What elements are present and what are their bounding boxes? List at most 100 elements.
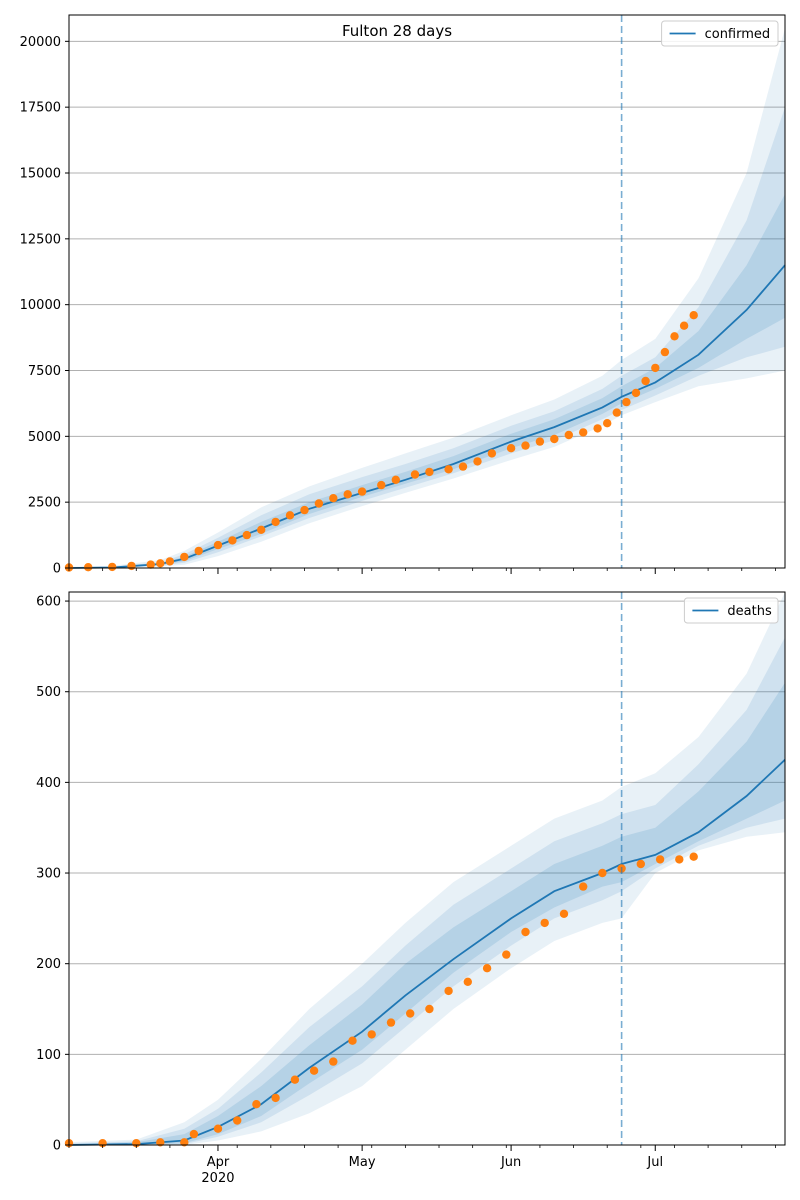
observed-point <box>636 859 645 869</box>
y-tick-label: 15000 <box>20 167 61 182</box>
observed-point <box>271 1093 280 1103</box>
observed-point <box>641 376 650 386</box>
uncertainty-band-mid <box>69 107 785 568</box>
observed-point <box>180 1138 189 1147</box>
observed-point <box>540 918 549 928</box>
observed-point <box>444 986 453 996</box>
observed-point <box>521 441 530 450</box>
observed-point <box>386 1018 396 1027</box>
observed-point <box>348 1036 357 1045</box>
uncertainty-band-outer <box>69 28 785 568</box>
observed-point <box>410 470 420 479</box>
confirmed-panel: 0 2500 5000 7500 10000 12500 15000 17500 20000 co… <box>20 14 786 577</box>
observed-point <box>213 1124 223 1133</box>
observed-point <box>444 465 453 474</box>
uncertainty-band-outer <box>69 592 785 1145</box>
model-median-line <box>68 759 786 1146</box>
observed-point <box>521 927 530 937</box>
y-tick-label: 12500 <box>20 232 61 247</box>
observed-point <box>406 1009 415 1018</box>
observed-point <box>660 347 670 357</box>
y-tick-label: 5000 <box>28 430 61 445</box>
y-tick-label: 400 <box>36 776 61 791</box>
observed-point <box>675 855 684 864</box>
observed-point <box>189 1129 199 1139</box>
y-tick-label: 500 <box>36 685 61 700</box>
observed-point <box>156 1138 165 1147</box>
y-tick-label: 200 <box>36 957 61 972</box>
observed-point <box>329 1057 338 1066</box>
y-tick-label: 100 <box>36 1048 61 1063</box>
observed-point <box>535 437 545 446</box>
observed-point <box>84 563 93 572</box>
legend-box <box>661 20 779 47</box>
legend-label: confirmed <box>705 27 771 42</box>
observed-point <box>194 546 203 556</box>
observed-point <box>377 480 386 490</box>
observed-point <box>252 1100 261 1109</box>
observed-point <box>612 408 621 417</box>
observed-point <box>314 499 324 508</box>
observed-point <box>579 428 588 437</box>
observed-point <box>655 855 665 864</box>
x-tick-sublabel: 2020 <box>201 1171 234 1186</box>
x-tick-label: May <box>349 1155 376 1170</box>
observed-point <box>550 434 559 444</box>
observed-point <box>329 494 338 503</box>
y-tick-label: 300 <box>36 867 61 882</box>
observed-point <box>670 332 679 341</box>
observed-point <box>689 311 698 320</box>
observed-point <box>487 449 497 458</box>
observed-point <box>679 321 689 330</box>
observed-point <box>473 457 482 466</box>
observed-point <box>343 490 352 499</box>
axes-frame <box>68 14 786 569</box>
observed-point <box>285 511 295 520</box>
observed-point <box>603 419 612 428</box>
y-tick-label: 20000 <box>20 35 61 50</box>
observed-point <box>233 1116 242 1125</box>
y-tick-label: 0 <box>53 1139 61 1154</box>
y-tick-label: 7500 <box>28 364 61 379</box>
observed-point <box>593 424 602 433</box>
observed-point <box>482 964 492 973</box>
observed-point <box>651 363 660 373</box>
observed-point <box>271 517 280 527</box>
observed-point <box>180 552 189 562</box>
observed-point <box>242 530 251 540</box>
observed-point <box>357 487 367 496</box>
observed-point <box>165 557 175 566</box>
observed-point <box>257 525 266 534</box>
observed-point <box>391 475 400 484</box>
observed-point <box>213 540 223 550</box>
observed-point <box>564 430 573 440</box>
x-tick-label: Jun <box>500 1155 521 1170</box>
x-tick-label: Apr <box>207 1155 230 1170</box>
observed-point <box>425 467 434 477</box>
observed-point <box>579 882 588 891</box>
legend: deaths <box>683 597 779 624</box>
observed-point <box>228 536 237 545</box>
observed-point <box>502 950 511 959</box>
observed-point <box>127 561 136 571</box>
y-tick-label: 0 <box>53 562 61 577</box>
observed-point <box>463 977 472 986</box>
observed-point <box>506 444 516 453</box>
figure-title: Fulton 28 days <box>342 22 452 40</box>
legend-box <box>683 597 779 624</box>
observed-point <box>622 397 631 407</box>
observed-point <box>425 1004 434 1014</box>
observed-point <box>559 909 569 918</box>
observed-point <box>689 852 698 861</box>
observed-point <box>309 1066 319 1075</box>
y-tick-label: 600 <box>36 595 61 610</box>
observed-point <box>631 388 641 398</box>
observed-point <box>146 560 155 569</box>
observed-point <box>598 868 607 878</box>
legend: confirmed <box>661 20 779 47</box>
observed-point <box>367 1030 376 1039</box>
legend-label: deaths <box>727 604 772 619</box>
y-tick-label: 10000 <box>20 298 61 313</box>
